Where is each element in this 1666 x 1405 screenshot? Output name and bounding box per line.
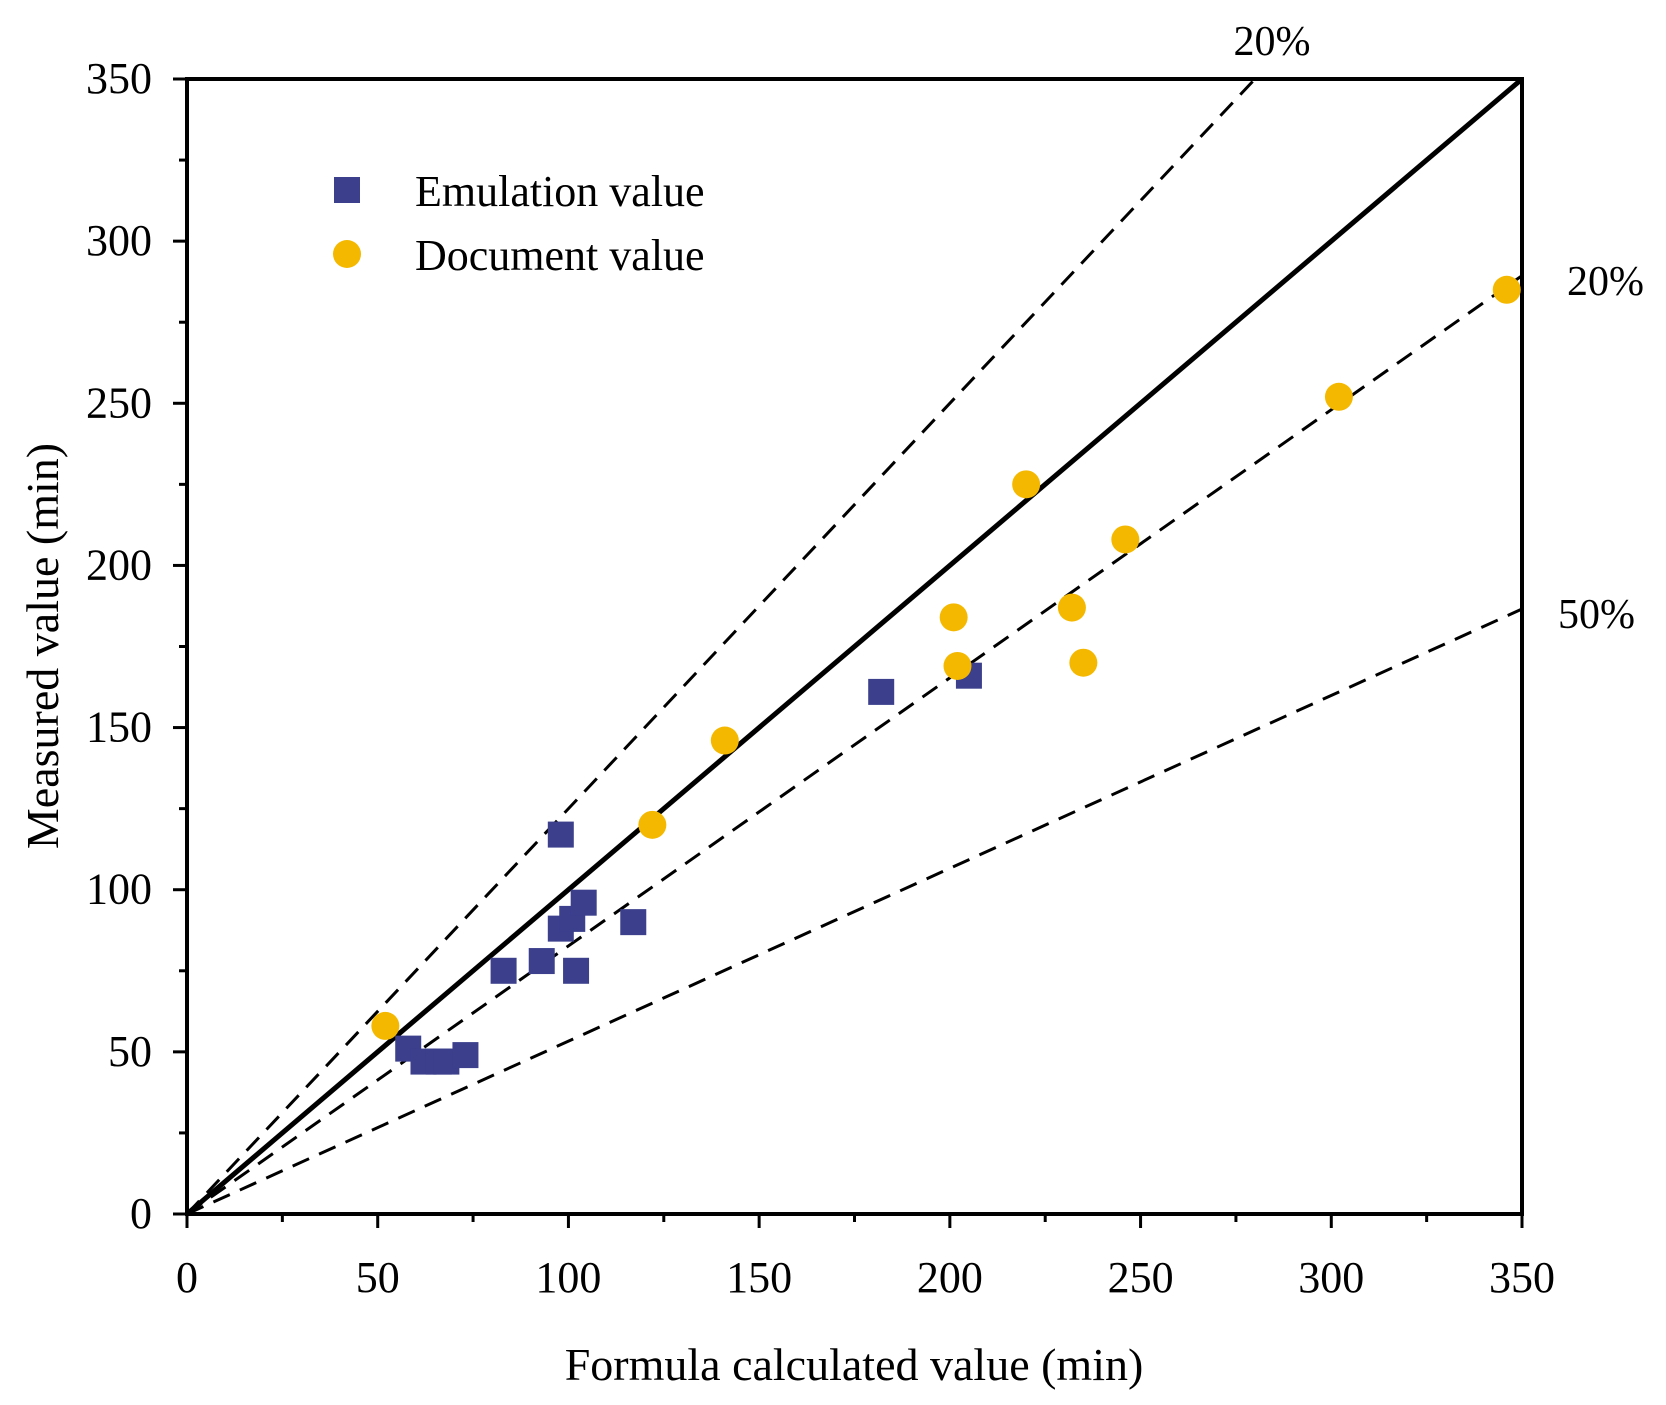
y-tick-label: 300 <box>86 216 152 265</box>
legend-label-2: Document value <box>415 231 705 280</box>
legend: Emulation value Document value <box>333 167 705 280</box>
y-tick-label: 0 <box>130 1189 152 1238</box>
x-tick-label: 350 <box>1489 1253 1555 1302</box>
document-point <box>710 726 739 755</box>
x-tick-label: 150 <box>726 1253 792 1302</box>
x-tick-label: 0 <box>176 1253 198 1302</box>
reference-line-label-2: 20% <box>1234 19 1311 65</box>
emulation-point <box>528 948 555 975</box>
reference-line-label-4: 50% <box>1558 592 1635 638</box>
legend-marker-document <box>333 240 361 268</box>
document-point <box>1111 525 1140 554</box>
reference-line-label-3: 20% <box>1567 259 1644 305</box>
x-tick-label: 100 <box>535 1253 601 1302</box>
document-point <box>1492 275 1521 304</box>
document-point <box>1069 648 1098 677</box>
document-point <box>1012 470 1041 499</box>
y-tick-label: 50 <box>108 1027 152 1076</box>
reference-line-4 <box>186 607 1523 1216</box>
emulation-point <box>570 889 597 916</box>
y-tick-label: 200 <box>86 540 152 589</box>
y-tick-label: 150 <box>86 703 152 752</box>
emulation-point <box>620 909 647 936</box>
y-tick-label: 250 <box>86 378 152 427</box>
legend-label-1: Emulation value <box>415 167 705 216</box>
reference-line-1 <box>185 77 1524 1216</box>
legend-marker-emulation <box>334 177 360 203</box>
document-point <box>939 603 968 632</box>
x-tick-label: 50 <box>356 1253 400 1302</box>
x-tick-label: 300 <box>1298 1253 1364 1302</box>
document-point <box>371 1011 400 1040</box>
x-tick-label: 250 <box>1108 1253 1174 1302</box>
emulation-point <box>563 957 590 984</box>
y-axis-label: Measured value (min) <box>17 443 68 849</box>
document-point <box>1057 593 1086 622</box>
x-axis-label: Formula calculated value (min) <box>565 1339 1144 1390</box>
emulation-point <box>452 1042 479 1069</box>
document-point <box>943 651 972 680</box>
emulation-point <box>868 678 895 705</box>
y-tick-label: 350 <box>86 54 152 103</box>
emulation-point <box>547 821 574 848</box>
emulation-point <box>490 957 517 984</box>
x-tick-label: 200 <box>917 1253 983 1302</box>
plot-frame <box>185 77 1524 1216</box>
document-point <box>638 810 667 839</box>
document-point <box>1324 382 1353 411</box>
axis-ticks: 0 50 100 150 200 250 300 350 0 50 100 150 200 250 300 3… <box>86 54 1555 1302</box>
y-tick-label: 100 <box>86 865 152 914</box>
series-2-points <box>371 275 1521 1040</box>
data-points <box>371 275 1521 1075</box>
